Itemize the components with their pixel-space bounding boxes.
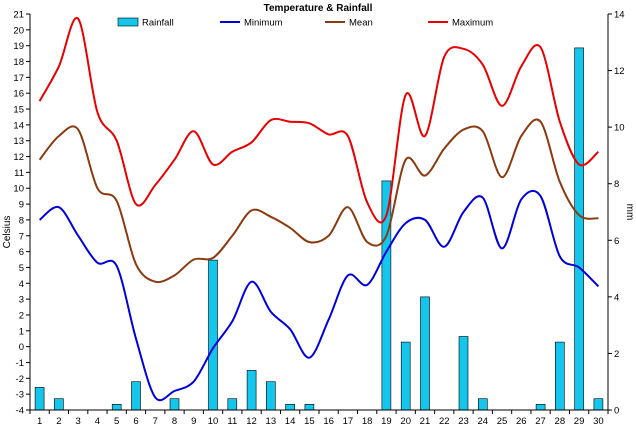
x-tick-label: 21 (420, 416, 431, 427)
x-tick-label: 7 (153, 416, 158, 427)
rainfall-bar (131, 381, 141, 411)
y-left-tick-label: 1 (19, 326, 24, 337)
x-tick-label: 10 (208, 416, 219, 427)
rainfall-bar (400, 341, 411, 411)
y-left-tick-label: 13 (13, 136, 24, 147)
rainfall-bar (111, 403, 122, 411)
y-left-tick-label: 0 (19, 342, 24, 353)
y-left-tick-label: 9 (19, 200, 24, 211)
rainfall-bar (554, 341, 565, 411)
x-tick-label: 24 (477, 416, 488, 427)
rainfall-bar (477, 398, 488, 411)
rainfall-bar (304, 403, 315, 411)
y-right-tick-label: 0 (614, 406, 619, 417)
legend-rainfall-swatch (117, 17, 139, 27)
y-left-tick-label: 18 (13, 57, 24, 68)
rainfall-bar (34, 387, 45, 411)
y-right-tick-label: 10 (614, 123, 625, 134)
x-tick-label: 25 (497, 416, 508, 427)
rainfall-bar (54, 398, 64, 411)
x-tick-label: 3 (76, 416, 81, 427)
x-tick-label: 6 (133, 416, 138, 427)
x-tick-label: 13 (266, 416, 277, 427)
rainfall-bar (420, 296, 430, 411)
y-right-tick-label: 6 (614, 236, 619, 247)
y-left-tick-label: -2 (16, 374, 24, 385)
rainfall-bar (208, 259, 218, 411)
x-tick-label: 27 (535, 416, 546, 427)
y-left-tick-label: 20 (13, 25, 24, 36)
y-left-tick-label: 16 (13, 89, 24, 100)
y-right-tick-label: 2 (614, 349, 619, 360)
maximum-line (38, 17, 600, 224)
x-tick-label: 4 (95, 416, 100, 427)
x-tick-label: 23 (458, 416, 469, 427)
rainfall-bar (285, 403, 295, 411)
y-left-tick-label: -4 (16, 406, 24, 417)
x-tick-label: 14 (285, 416, 296, 427)
y-left-tick-label: 21 (13, 10, 24, 21)
y-left-tick-label: 4 (19, 279, 24, 290)
y-axis-right-label: mm (624, 204, 635, 221)
legend-minimum-label: Minimum (244, 18, 283, 29)
x-tick-label: 22 (439, 416, 450, 427)
x-tick-label: 18 (362, 416, 373, 427)
minimum-line (38, 189, 600, 402)
rainfall-bar (227, 398, 238, 411)
rainfall-bar (535, 403, 546, 411)
y-right-tick-label: 14 (614, 10, 625, 21)
y-left-tick-label: 6 (19, 247, 24, 258)
rainfall-bar (574, 47, 584, 411)
x-tick-label: 26 (516, 416, 527, 427)
y-left-tick-label: 12 (13, 152, 24, 163)
x-tick-label: 11 (227, 416, 237, 427)
x-tick-label: 15 (304, 416, 315, 427)
rainfall-bar (593, 398, 604, 411)
y-left-tick-label: 8 (19, 215, 24, 226)
y-left-tick-label: 19 (13, 41, 24, 52)
y-right-tick-label: 8 (614, 179, 619, 190)
rainfall-bar (458, 336, 469, 411)
rainfall-bar (265, 381, 276, 411)
y-left-tick-label: 10 (13, 184, 24, 195)
x-tick-label: 8 (172, 416, 177, 427)
y-axis-left-label: Celsius (2, 216, 13, 249)
y-right-tick-label: 12 (614, 66, 625, 77)
legend-mean-label: Mean (349, 18, 373, 29)
chart-title: Temperature & Rainfall (264, 3, 373, 14)
x-tick-label: 12 (246, 416, 257, 427)
y-left-tick-label: 15 (13, 105, 24, 116)
y-left-tick-label: 3 (19, 295, 24, 306)
legend-rainfall-label: Rainfall (142, 18, 174, 29)
y-left-tick-label: 7 (19, 231, 24, 242)
x-tick-label: 2 (56, 416, 61, 427)
x-tick-label: 1 (37, 416, 42, 427)
x-tick-label: 19 (381, 416, 392, 427)
x-tick-label: 30 (593, 416, 604, 427)
rainfall-bar (246, 370, 257, 411)
x-tick-label: 16 (323, 416, 334, 427)
x-tick-label: 28 (555, 416, 566, 427)
legend-maximum-label: Maximum (452, 18, 493, 29)
x-tick-label: 9 (191, 416, 196, 427)
y-left-tick-label: 14 (13, 120, 24, 131)
y-left-tick-label: -1 (16, 358, 24, 369)
y-left-tick-label: 17 (13, 73, 24, 84)
y-left-tick-label: -3 (16, 390, 24, 401)
x-tick-label: 5 (114, 416, 119, 427)
y-left-tick-label: 11 (14, 168, 24, 179)
x-tick-label: 29 (574, 416, 585, 427)
x-tick-label: 20 (400, 416, 411, 427)
y-left-tick-label: 5 (19, 263, 24, 274)
y-right-tick-label: 4 (614, 292, 619, 303)
y-left-tick-label: 2 (19, 310, 24, 321)
mean-line (38, 118, 599, 284)
x-tick-label: 17 (343, 416, 354, 427)
rainfall-bar (169, 398, 180, 411)
